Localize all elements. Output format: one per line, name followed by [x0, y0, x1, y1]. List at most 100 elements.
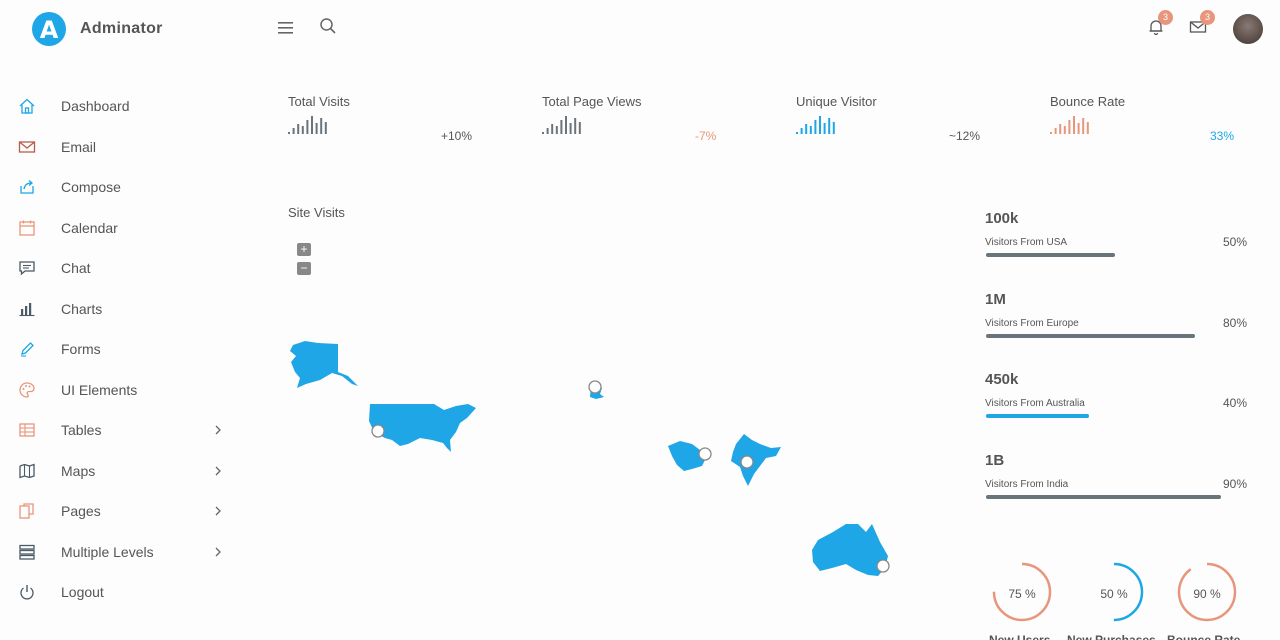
sidebar-item-maps[interactable]: Maps — [0, 451, 240, 491]
calendar-icon — [19, 220, 35, 236]
sidebar-item-email[interactable]: Email — [0, 127, 240, 167]
location-stat: 1B Visitors From India 90% — [985, 452, 1250, 522]
chat-icon — [19, 261, 35, 276]
sparkline-bar — [805, 124, 808, 134]
sidebar-item-multiple-levels[interactable]: Multiple Levels — [0, 532, 240, 572]
sparkline-bar — [796, 132, 798, 134]
world-map[interactable] — [280, 320, 920, 620]
map-marker-australia — [876, 559, 890, 573]
sidebar-item-compose[interactable]: Compose — [0, 167, 240, 207]
donut-ring — [992, 562, 1052, 622]
stat-change: -7% — [695, 129, 717, 143]
sparkline-bar — [823, 123, 826, 134]
logo[interactable]: A — [32, 12, 66, 46]
donut-arc — [1084, 562, 1144, 622]
sparkline-bar — [578, 122, 581, 134]
map-region-africa-east — [668, 441, 706, 471]
sidebar-item-label: Logout — [61, 584, 104, 600]
sparkline-bar — [819, 116, 821, 134]
sidebar-item-tables[interactable]: Tables — [0, 410, 240, 450]
map-icon — [19, 463, 35, 478]
map-marker-europe — [588, 380, 602, 394]
sidebar-item-label: Email — [61, 138, 97, 155]
sidebar-item-dashboard[interactable]: Dashboard — [0, 86, 240, 126]
donut-value: 50 % — [1100, 587, 1128, 601]
location-stat: 100k Visitors From USA 50% — [985, 210, 1250, 280]
stat-card-unique-visitor: Unique Visitor ~12% — [796, 92, 996, 152]
sparkline-chart — [542, 116, 581, 134]
sidebar-item-label: Pages — [61, 503, 101, 519]
location-label: Visitors From Europe — [985, 317, 1079, 329]
sidebar-item-label: Compose — [61, 179, 121, 195]
sidebar-item-label: Charts — [61, 300, 103, 317]
sidebar-item-calendar[interactable]: Calendar — [0, 208, 240, 248]
donut-ring — [1177, 562, 1237, 622]
stat-title: Bounce Rate — [1050, 94, 1126, 109]
notifications-button[interactable]: 3 — [1147, 10, 1173, 36]
progress-fill — [986, 494, 1221, 499]
sparkline-bar — [832, 122, 835, 134]
sidebar-item-chat[interactable]: Chat — [0, 248, 240, 288]
sidebar-item-label: Forms — [61, 341, 101, 357]
sparkline-bar — [551, 124, 554, 134]
brand-name[interactable]: Adminator — [80, 20, 163, 37]
sidebar-item-pages[interactable]: Pages — [0, 491, 240, 531]
search-icon[interactable] — [319, 17, 337, 35]
location-label: Visitors From Australia — [985, 398, 1085, 409]
sidebar-item-forms[interactable]: Forms — [0, 329, 240, 369]
sidebar-item-label: Tables — [61, 422, 102, 438]
pencil-icon — [21, 342, 34, 357]
sidebar-item-label: Multiple Levels — [61, 543, 154, 560]
sparkline-bar — [315, 123, 318, 134]
sidebar-item-label: UI Elements — [61, 381, 138, 398]
sparkline-bar — [1054, 128, 1057, 134]
stat-change: ~12% — [949, 129, 981, 143]
sparkline-bar — [814, 120, 817, 134]
sidebar-item-logout[interactable]: Logout — [0, 572, 240, 612]
map-zoom-in-button[interactable]: + — [297, 243, 311, 256]
map-marker-usa — [371, 424, 385, 438]
sparkline-bar — [828, 118, 831, 134]
sparkline-bar — [1082, 118, 1085, 134]
stat-title: Total Visits — [288, 94, 350, 109]
sparkline-bar — [1073, 116, 1075, 134]
share-icon — [20, 180, 34, 194]
sparkline-bar — [297, 124, 300, 134]
map-region-alaska — [290, 341, 358, 388]
stat-title: Total Page Views — [542, 94, 642, 109]
donut-chart: 75 % — [990, 560, 1054, 624]
palette-icon — [19, 381, 35, 398]
donut-label: Bounce Rate — [1167, 633, 1241, 640]
stat-card-total-visits: Total Visits +10% — [288, 92, 488, 152]
location-value: 450k — [985, 371, 1019, 388]
progress-bar — [986, 333, 1221, 338]
map-marker-india — [740, 455, 754, 469]
sparkline-chart — [1050, 116, 1089, 134]
chevron-right-icon — [215, 506, 221, 516]
sparkline-bar — [542, 132, 544, 134]
donut-value: 90 % — [1193, 587, 1221, 601]
sparkline-bar — [1077, 123, 1080, 134]
location-value: 100k — [985, 210, 1019, 227]
map-zoom-out-button[interactable]: − — [297, 262, 311, 275]
progress-fill — [986, 414, 1090, 418]
location-percent: 80% — [1222, 315, 1247, 330]
sparkline-bar — [320, 118, 323, 134]
messages-button[interactable]: 3 — [1189, 10, 1215, 36]
sparkline-chart — [796, 116, 835, 134]
progress-bar — [986, 494, 1221, 499]
location-percent: 50% — [1222, 235, 1247, 249]
sidebar-item-charts[interactable]: Charts — [0, 289, 240, 329]
mail-icon — [18, 140, 36, 153]
bell-icon — [1149, 20, 1163, 36]
stat-change: +10% — [441, 129, 473, 143]
sidebar-item-ui-elements[interactable]: UI Elements — [0, 370, 240, 410]
donut-chart: 50 % — [1082, 560, 1146, 624]
logo-letter: A — [39, 16, 59, 44]
hamburger-icon[interactable] — [277, 19, 295, 37]
donut-label: New Users — [989, 633, 1051, 640]
sparkline-bar — [288, 132, 290, 134]
sparkline-bar — [1063, 126, 1066, 134]
user-avatar[interactable] — [1233, 14, 1263, 44]
location-stat: 450k Visitors From Australia 40% — [985, 371, 1250, 441]
